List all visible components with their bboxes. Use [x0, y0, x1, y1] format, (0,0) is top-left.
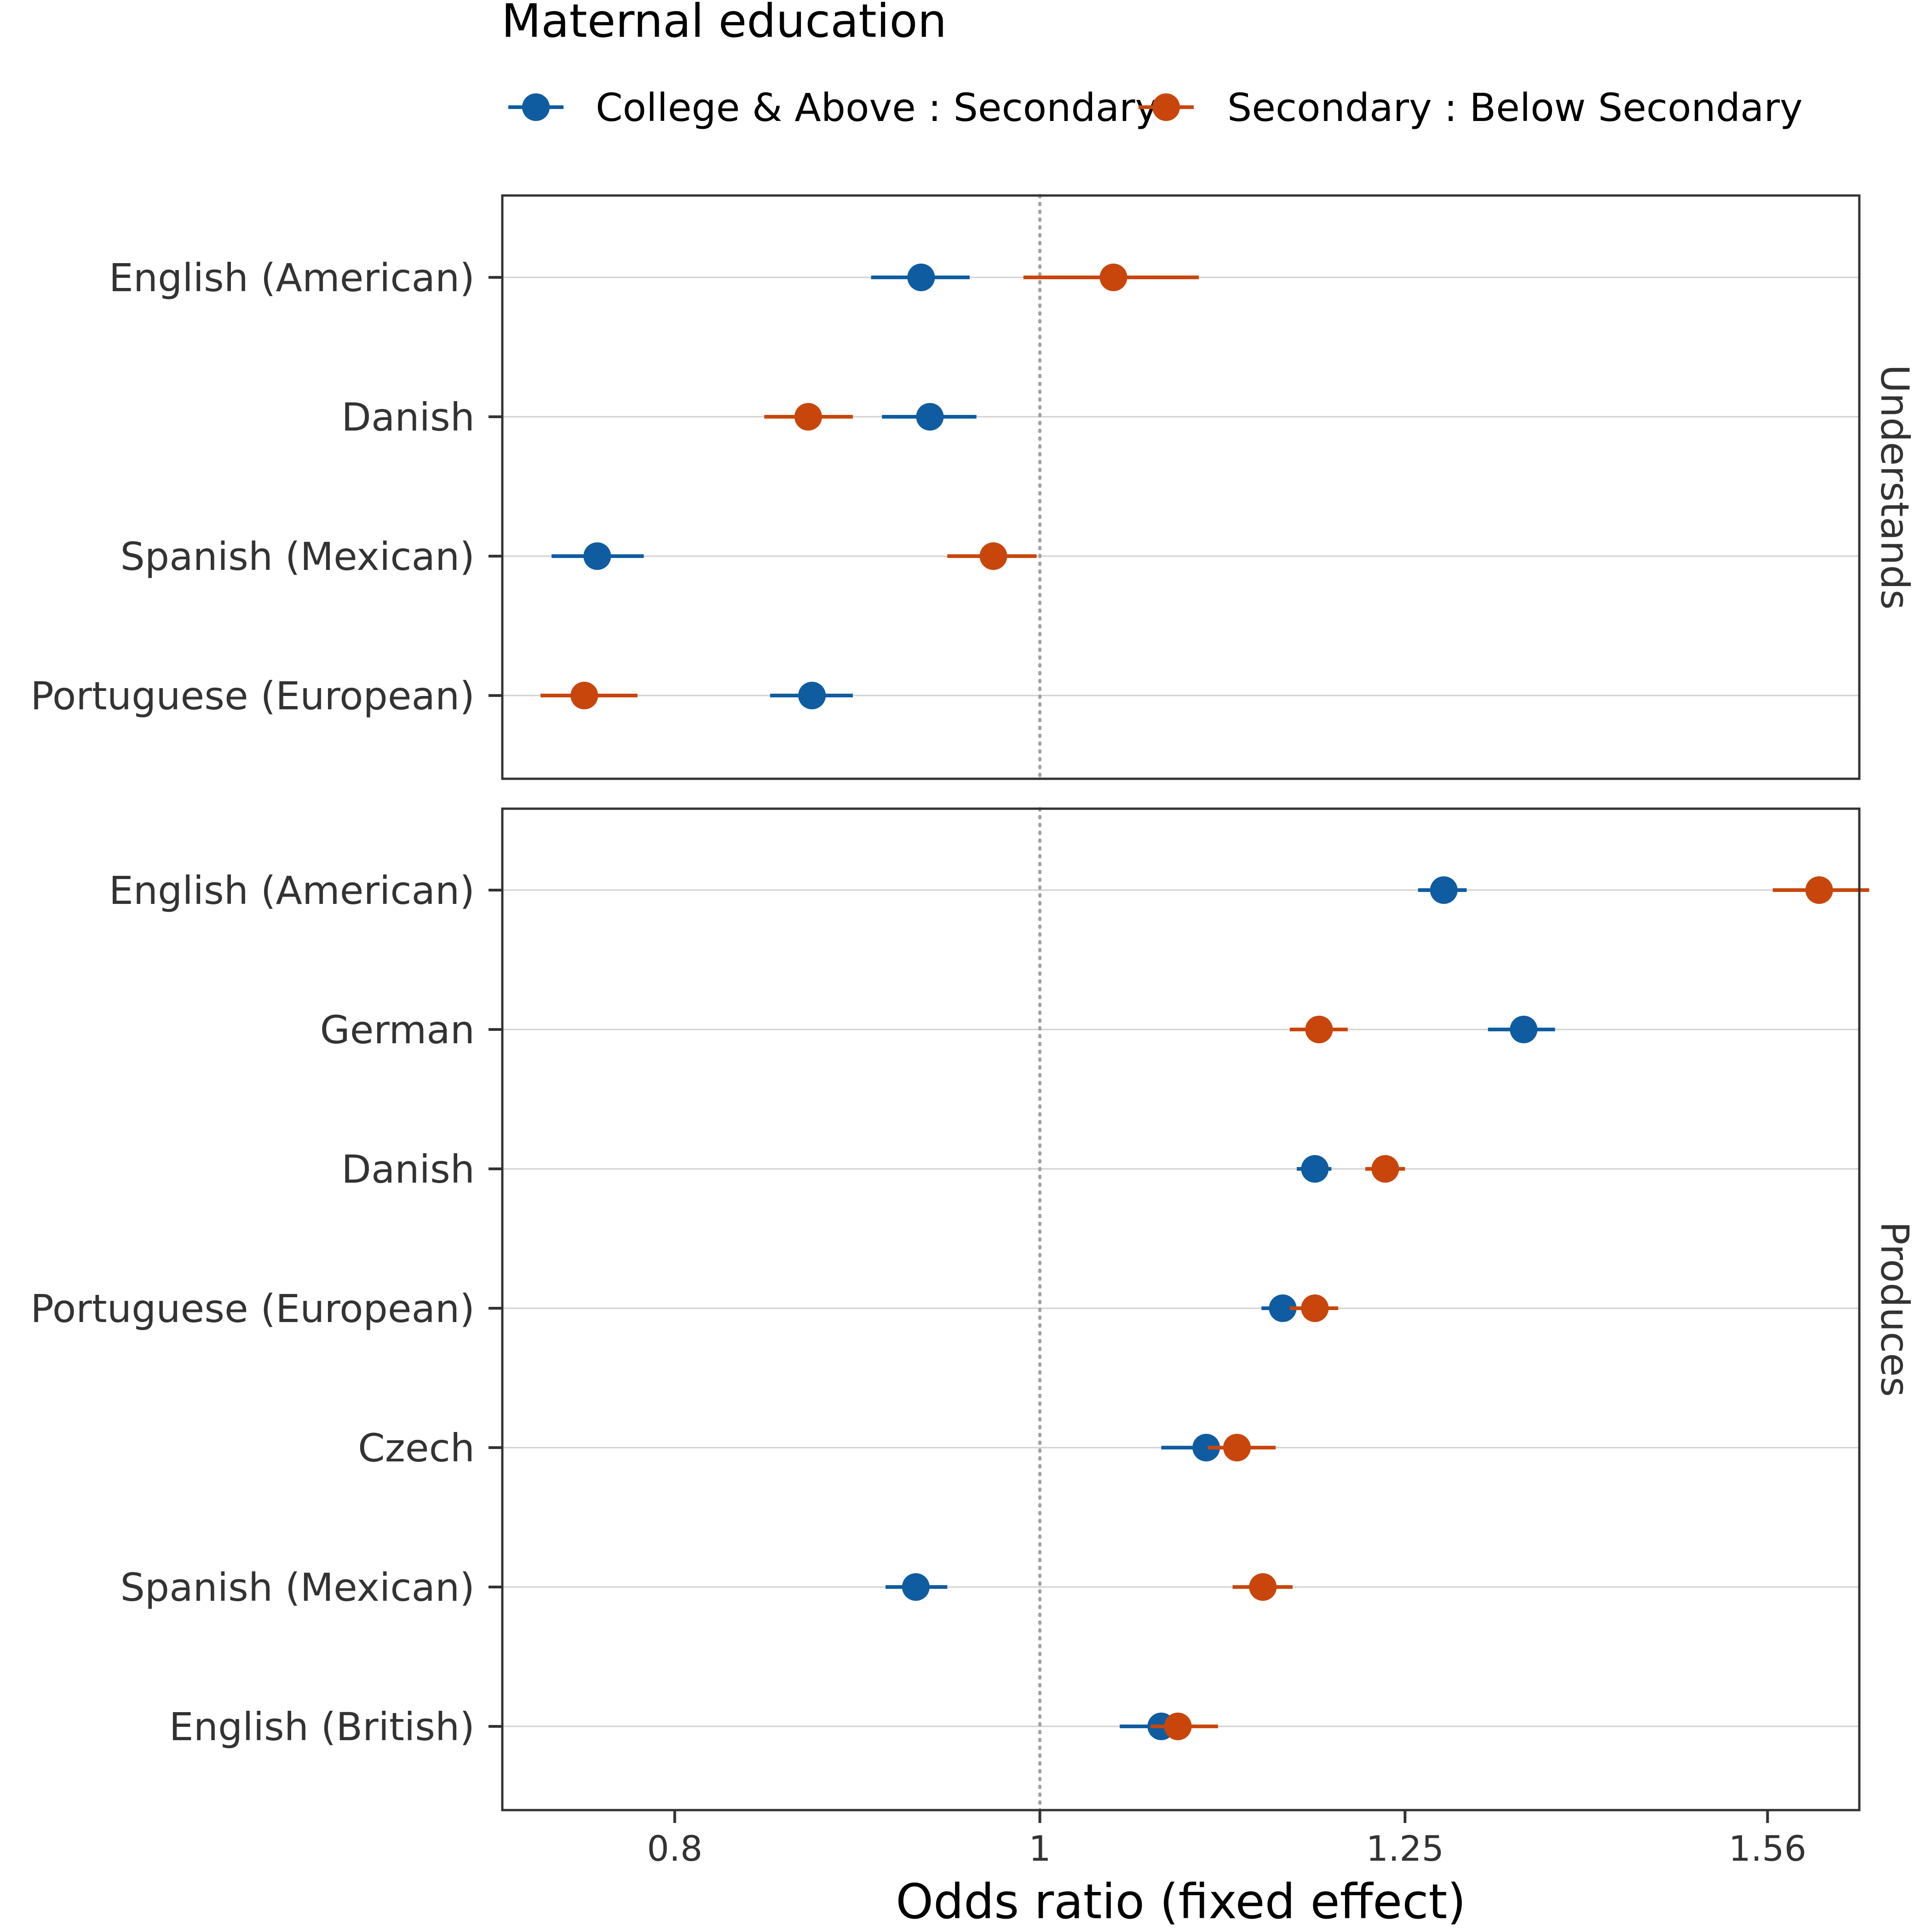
panel-understands-y-tick-labels: English (American) Danish Spanish (Mexican…: [30, 255, 502, 719]
understands-y-label-spanish-mexican: Spanish (Mexican): [120, 534, 475, 579]
panel-produces-strip-label: Produces: [1872, 1221, 1917, 1397]
panel-produces: English (American) German Danish Portuguese…: [30, 807, 1917, 1812]
understands-y-label-english-american: English (American): [109, 255, 475, 300]
produces-portuguese-european-college-vs-secondary-point: [1269, 1294, 1297, 1322]
legend-item-2: Secondary : Below Secondary: [1138, 85, 1803, 130]
understands-danish-college-vs-secondary-point: [916, 403, 944, 431]
understands-y-label-portuguese-european: Portuguese (European): [30, 673, 475, 719]
produces-portuguese-european-secondary-vs-below-point: [1301, 1294, 1329, 1322]
produces-german-college-vs-secondary-point: [1510, 1016, 1538, 1043]
produces-spanish-mexican-college-vs-secondary-point: [902, 1573, 930, 1601]
understands-portuguese-european-college-vs-secondary-point: [798, 682, 826, 709]
panel-produces-border: [501, 807, 1861, 1811]
understands-danish-secondary-vs-below-point: [794, 403, 822, 431]
produces-english-american-secondary-vs-below-point: [1805, 876, 1833, 904]
panel-produces-gridlines: [502, 889, 1859, 1727]
understands-english-american-secondary-vs-below-point: [1099, 264, 1127, 291]
x-axis-title: Odds ratio (fixed effect): [896, 1874, 1466, 1930]
panel-understands-gridlines: [502, 276, 1859, 696]
x-tick-label: 1.56: [1729, 1828, 1806, 1869]
legend-item-1: College & Above : Secondary: [508, 85, 1158, 130]
x-axis: 0.8 1 1.25 1.56: [647, 1810, 1806, 1869]
produces-english-british-secondary-vs-below-point: [1164, 1713, 1192, 1740]
panel-understands-marks: [540, 264, 1199, 709]
produces-spanish-mexican-secondary-vs-below-point: [1249, 1573, 1277, 1601]
legend-key-point-1: [522, 93, 550, 121]
produces-german-secondary-vs-below-point: [1305, 1016, 1333, 1043]
understands-spanish-mexican-secondary-vs-below-point: [979, 542, 1007, 570]
produces-czech-college-vs-secondary-point: [1192, 1434, 1220, 1461]
produces-y-label-czech: Czech: [358, 1426, 475, 1471]
x-tick-label: 1: [1029, 1828, 1051, 1869]
produces-y-label-portuguese-european: Portuguese (European): [30, 1286, 475, 1331]
panel-understands-strip-label: Understands: [1872, 365, 1917, 610]
produces-y-label-spanish-mexican: Spanish (Mexican): [120, 1565, 475, 1610]
understands-portuguese-european-secondary-vs-below-point: [570, 682, 598, 709]
produces-english-american-college-vs-secondary-point: [1430, 876, 1458, 904]
understands-english-american-college-vs-secondary-point: [907, 264, 935, 291]
produces-y-label-german: German: [320, 1007, 475, 1052]
produces-danish-secondary-vs-below-point: [1371, 1155, 1399, 1183]
x-tick-label: 1.25: [1366, 1828, 1444, 1869]
produces-y-label-danish: Danish: [341, 1147, 475, 1192]
panel-produces-y-tick-labels: English (American) German Danish Portuguese…: [30, 868, 502, 1749]
legend-label-2: Secondary : Below Secondary: [1227, 85, 1803, 130]
produces-y-label-english-american: English (American): [109, 868, 475, 913]
legend-key-point-2: [1152, 93, 1180, 121]
legend: Maternal education College & Above : Sec…: [501, 0, 1803, 130]
produces-y-label-english-british: English (British): [169, 1704, 475, 1749]
x-tick-label: 0.8: [647, 1828, 702, 1869]
understands-spanish-mexican-college-vs-secondary-point: [583, 542, 611, 570]
produces-danish-college-vs-secondary-point: [1301, 1155, 1329, 1183]
legend-label-1: College & Above : Secondary: [596, 85, 1158, 130]
legend-title: Maternal education: [501, 0, 947, 48]
panel-understands-border: [501, 194, 1861, 780]
panel-understands: English (American) Danish Spanish (Mexican…: [30, 194, 1917, 781]
understands-y-label-danish: Danish: [341, 395, 475, 440]
produces-czech-secondary-vs-below-point: [1223, 1434, 1251, 1461]
panel-produces-marks: [886, 876, 1869, 1740]
